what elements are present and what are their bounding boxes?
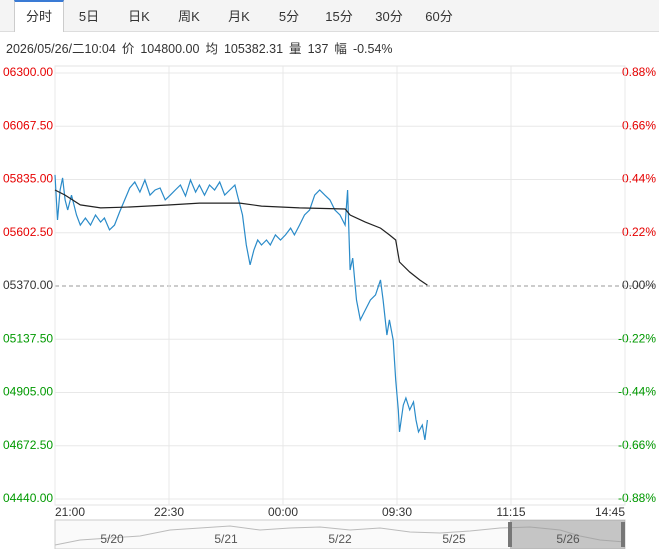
average-line [54, 189, 428, 286]
navigator-label: 5/26 [556, 532, 580, 546]
y2-tick-label: 0.66% [622, 118, 656, 132]
navigator-label: 5/21 [214, 532, 238, 546]
navigator: 5/20 5/21 5/22 5/25 5/26 [54, 519, 626, 549]
y-tick-label: 05370.00 [3, 278, 53, 292]
tab[interactable]: 5日 [78, 9, 100, 24]
info-label: 量 [289, 42, 302, 56]
tab[interactable]: 5分 [278, 9, 300, 24]
info-value: 137 [307, 42, 329, 56]
y2-tick-label: 0.88% [622, 65, 656, 79]
navigator-label: 5/20 [100, 532, 124, 546]
y-tick-label: 04440.00 [3, 491, 53, 505]
y2-tick-label: -0.88% [618, 491, 656, 505]
x-tick-label: 00:00 [268, 505, 298, 519]
info-value: 104800.00 [140, 42, 200, 56]
info-value: -0.54% [352, 42, 393, 56]
navigator-label: 5/25 [442, 532, 466, 546]
y2-tick-label: 0.00% [622, 278, 656, 292]
y-tick-label: 05602.50 [3, 225, 53, 239]
price-line [54, 174, 428, 441]
y2-tick-label: -0.66% [618, 438, 656, 452]
info-bar: 2026/05/26/二10:04 价 104800.00 均 105382.31 量 13… [6, 38, 399, 57]
tab-bar: 分时 5日 日K 周K 月K 5分 15分 30分 60分 [0, 0, 659, 32]
navigator-label: 5/22 [328, 532, 352, 546]
y2-tick-label: -0.22% [618, 331, 656, 345]
info-label: 均 [205, 42, 218, 56]
tab[interactable]: 日K [128, 9, 150, 24]
y-tick-label: 05137.50 [3, 331, 53, 345]
info-label: 价 [121, 42, 135, 56]
tab[interactable]: 60分 [425, 9, 453, 24]
info-label: 幅 [334, 42, 347, 56]
navigator-handle[interactable] [508, 522, 512, 547]
y-tick-label: 04672.50 [3, 438, 53, 452]
x-tick-label: 11:15 [496, 505, 525, 519]
navigator-handle[interactable] [621, 522, 625, 547]
tab[interactable]: 分时 [14, 0, 64, 32]
x-tick-label: 21:00 [55, 505, 85, 519]
x-tick-label: 22:30 [154, 505, 184, 519]
y-tick-label: 06300.00 [3, 65, 53, 79]
tab[interactable]: 周K [178, 9, 200, 24]
info-value: 105382.31 [223, 42, 284, 56]
x-tick-label: 14:45 [595, 505, 625, 519]
info-time: 2026/05/26/二10:04 [6, 42, 116, 56]
y2-tick-label: -0.44% [618, 385, 656, 399]
tab[interactable]: 15分 [325, 9, 353, 24]
y2-tick-label: 0.44% [622, 172, 656, 186]
y-tick-label: 06067.50 [3, 118, 53, 132]
y-tick-label: 05835.00 [3, 172, 53, 186]
y2-tick-label: 0.22% [622, 225, 656, 239]
y-tick-label: 04905.00 [3, 385, 53, 399]
tab[interactable]: 30分 [375, 9, 403, 24]
navigator-selection[interactable] [510, 520, 625, 549]
tab[interactable]: 月K [228, 9, 250, 24]
x-tick-label: 09:30 [382, 505, 412, 519]
